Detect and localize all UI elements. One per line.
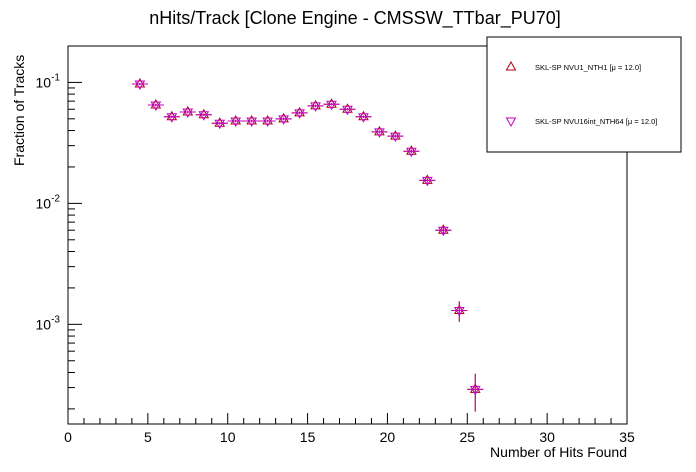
data-point <box>422 176 433 187</box>
data-point <box>374 128 385 138</box>
data-point <box>342 105 353 116</box>
y-tick-label: 10-2 <box>36 193 61 211</box>
data-point <box>134 80 146 91</box>
data-point <box>358 113 369 123</box>
data-point <box>294 106 305 117</box>
data-point <box>262 114 273 125</box>
x-tick-label: 10 <box>220 429 236 445</box>
legend-marker <box>505 60 517 71</box>
data-point <box>230 117 242 127</box>
data-point <box>198 111 210 121</box>
data-point <box>166 110 178 121</box>
data-point <box>342 103 353 113</box>
series-1 <box>131 77 484 412</box>
y-axis-title: Fraction of Tracks <box>11 55 27 166</box>
data-point <box>166 113 178 123</box>
data-point <box>214 119 226 130</box>
data-point <box>358 110 369 121</box>
data-point <box>437 226 449 237</box>
x-tick-label: 20 <box>380 429 396 445</box>
legend-entry-label: SKL-SP NVU1_NTH1 [μ = 12.0] <box>535 63 641 72</box>
data-point <box>294 109 305 119</box>
x-tick-label: 25 <box>459 429 475 445</box>
data-point <box>182 105 194 116</box>
data-point <box>453 307 465 317</box>
plot-frame <box>67 45 628 425</box>
y-tick-label: 10-1 <box>36 72 61 90</box>
data-point <box>278 112 289 123</box>
data-point <box>182 108 194 118</box>
legend-entry-label: SKL-SP NVU16int_NTH64 [μ = 12.0] <box>535 117 657 126</box>
data-point <box>326 98 337 108</box>
legend: SKL-SP NVU1_NTH1 [μ = 12.0] SKL-SP NVU16i… <box>486 36 682 153</box>
data-point <box>150 99 162 109</box>
data-point <box>469 385 481 396</box>
data-point <box>390 130 401 140</box>
x-tick-label: 30 <box>539 429 555 445</box>
x-tick-label: 5 <box>144 429 152 445</box>
data-point <box>390 132 401 143</box>
x-axis-title: Number of Hits Found <box>490 444 627 460</box>
legend-marker <box>505 117 517 128</box>
data-point <box>374 125 385 136</box>
data-point <box>310 102 321 112</box>
data-point <box>198 108 210 119</box>
y-axis-ticks: 10-1 10-2 10-3 <box>36 45 82 410</box>
data-point <box>150 101 162 112</box>
x-tick-label: 35 <box>619 429 635 445</box>
x-tick-label: 15 <box>300 429 316 445</box>
data-point <box>214 117 226 127</box>
data-point <box>406 145 417 155</box>
y-tick-label: 10-3 <box>36 314 61 332</box>
data-point <box>406 147 417 158</box>
data-point <box>230 114 242 125</box>
data-point <box>310 99 321 110</box>
plot-frame-rect <box>67 45 628 425</box>
data-point <box>246 114 258 125</box>
x-axis-ticks: 0 5 10 15 20 25 30 35 <box>64 413 635 445</box>
data-point <box>422 174 433 184</box>
data-point <box>134 77 146 88</box>
data-point <box>278 115 289 125</box>
data-point <box>326 100 337 111</box>
data-series <box>131 77 484 412</box>
data-point <box>262 117 273 127</box>
series-2 <box>131 80 484 412</box>
chart-title: nHits/Track [Clone Engine - CMSSW_TTbar_… <box>149 8 560 29</box>
x-tick-label: 0 <box>64 429 72 445</box>
legend-box <box>486 36 682 153</box>
data-point <box>246 117 258 127</box>
